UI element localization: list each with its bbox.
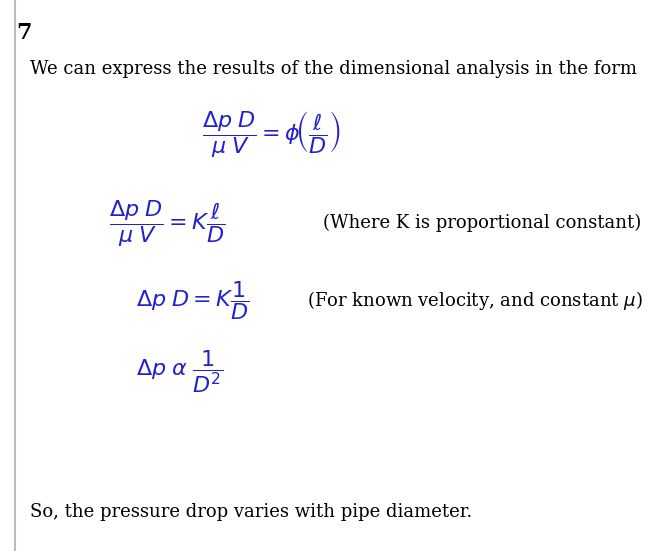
Text: 7: 7 bbox=[17, 22, 32, 44]
Text: $\Delta p\; D = K\dfrac{1}{D}$: $\Delta p\; D = K\dfrac{1}{D}$ bbox=[136, 279, 250, 322]
Text: (Where K is proportional constant): (Where K is proportional constant) bbox=[323, 214, 641, 233]
Text: $\Delta p\; \alpha \;\dfrac{1}{D^2}$: $\Delta p\; \alpha \;\dfrac{1}{D^2}$ bbox=[136, 349, 223, 395]
Text: So, the pressure drop varies with pipe diameter.: So, the pressure drop varies with pipe d… bbox=[30, 504, 472, 521]
Text: (For known velocity, and constant $\mu$): (For known velocity, and constant $\mu$) bbox=[307, 289, 643, 312]
Text: We can express the results of the dimensional analysis in the form: We can express the results of the dimens… bbox=[30, 60, 637, 78]
Text: $\dfrac{\Delta p\; D}{\mu\; V} = \phi\!\left(\dfrac{\ell}{D}\right)$: $\dfrac{\Delta p\; D}{\mu\; V} = \phi\!\… bbox=[203, 110, 341, 160]
Text: $\dfrac{\Delta p\; D}{\mu\; V} = K\dfrac{\ell}{D}$: $\dfrac{\Delta p\; D}{\mu\; V} = K\dfrac… bbox=[109, 198, 225, 249]
